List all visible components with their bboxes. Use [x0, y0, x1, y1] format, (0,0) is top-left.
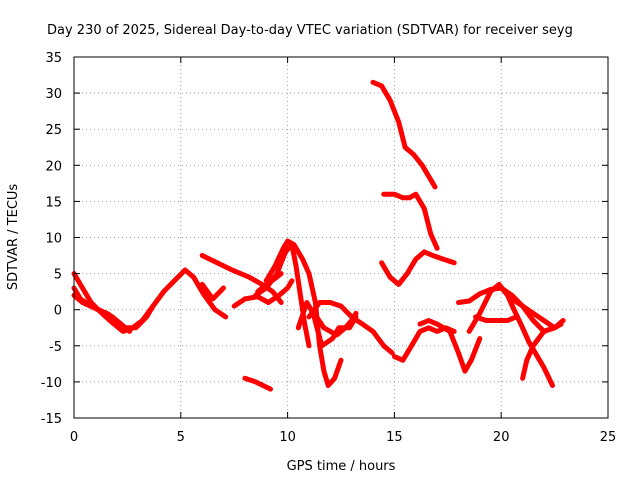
axis-ticks: 0 5 10 15 20 25 -15 -10 -5 0 5 10 15 20 25 30 35 [41, 51, 617, 445]
series-arc-15 [381, 191, 440, 251]
series-arc-6 [231, 278, 295, 309]
x-tick-label: 15 [386, 430, 403, 445]
y-tick-label: 25 [45, 123, 62, 138]
series-arc-18 [417, 318, 483, 374]
data-series-layer [71, 79, 566, 392]
y-tick-label: 20 [45, 159, 62, 174]
y-tick-label: 30 [45, 87, 62, 102]
y-tick-label: 0 [54, 304, 62, 319]
series-arc-10 [255, 271, 284, 295]
x-axis-label: GPS time / hours [287, 459, 396, 474]
series-arc-23 [520, 321, 564, 381]
series-arc-5 [199, 253, 284, 305]
series-arc-21 [473, 314, 519, 323]
y-tick-label: 5 [54, 268, 62, 283]
series-arc-20 [466, 281, 555, 388]
x-tick-label: 10 [279, 430, 296, 445]
y-tick-label: -15 [41, 412, 62, 427]
series-arc-16 [379, 249, 457, 287]
x-tick-label: 5 [177, 430, 185, 445]
y-tick-label: 10 [45, 232, 62, 247]
x-tick-label: 0 [70, 430, 78, 445]
x-tick-label: 25 [600, 430, 617, 445]
series-arc-9 [263, 238, 344, 388]
x-tick-label: 20 [493, 430, 510, 445]
series-arc-13 [310, 309, 359, 338]
y-tick-label: 35 [45, 51, 62, 66]
chart-title: Day 230 of 2025, Sidereal Day-to-day VTE… [47, 23, 573, 38]
series-arc-7 [242, 375, 273, 392]
series-arc-3 [71, 292, 132, 334]
series-arc-14 [370, 79, 438, 190]
y-tick-label: -5 [49, 340, 62, 355]
y-tick-label: -10 [41, 376, 62, 391]
series-arc-4 [199, 281, 226, 302]
y-axis-label: SDTVAR / TECUs [6, 184, 21, 291]
y-tick-label: 15 [45, 195, 62, 210]
